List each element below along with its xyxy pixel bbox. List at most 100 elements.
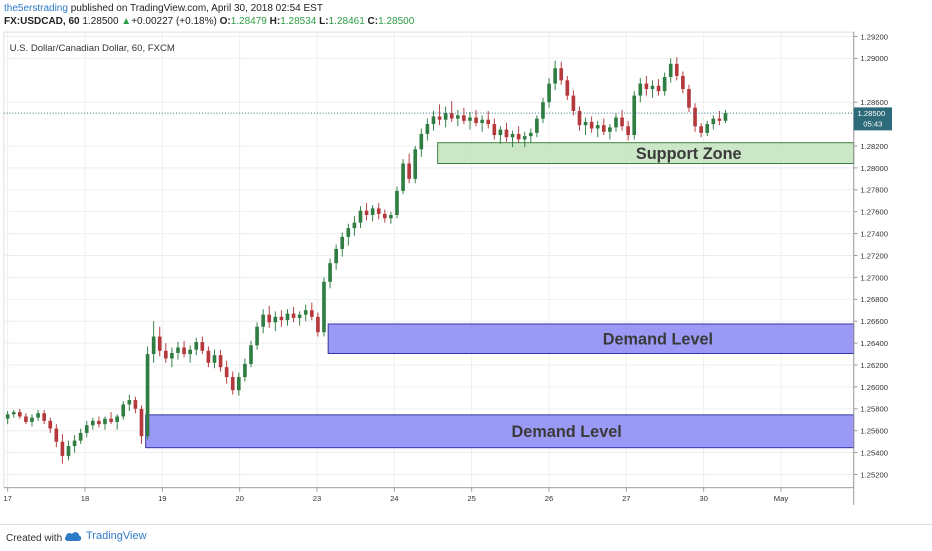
candle-body [595, 125, 600, 129]
price-chart[interactable]: U.S. Dollar/Canadian Dollar, 60, FXCM Su… [0, 30, 892, 507]
candle-body [224, 367, 229, 378]
candle-body [413, 149, 418, 179]
candle-body [84, 425, 89, 433]
candle-body [291, 313, 296, 318]
candle-body [200, 342, 205, 351]
price-tick-label: 1.25600 [860, 427, 888, 436]
candle-body [717, 118, 722, 121]
candle-body [510, 133, 515, 138]
candle-body [693, 107, 697, 127]
candle-body [401, 163, 405, 191]
candle-body [236, 377, 241, 391]
candle-body [370, 208, 375, 215]
up-arrow-icon: ▲ [121, 16, 132, 27]
demand-zone-label: Demand Level [603, 330, 713, 348]
candle-body [42, 413, 46, 421]
candle-body [644, 83, 649, 90]
price-tick-label: 1.27200 [860, 251, 888, 260]
candle-body [340, 236, 345, 249]
candle-body [425, 124, 430, 134]
price-tick-label: 1.27400 [860, 229, 888, 238]
candle-body [547, 83, 551, 103]
candle-body [60, 441, 65, 456]
price-tick-label: 1.28600 [860, 98, 888, 107]
candle-body [504, 129, 509, 138]
candle-body [346, 228, 351, 237]
candle-body [571, 95, 576, 111]
high-label: H: [269, 16, 281, 27]
candle-body [218, 355, 223, 368]
price-tick-label: 1.25400 [860, 448, 888, 457]
tradingview-link[interactable]: TradingView [64, 530, 147, 542]
candle-body [182, 347, 186, 355]
price-tick-label: 1.29200 [860, 32, 888, 41]
candle-body [103, 418, 107, 425]
candle-body [626, 126, 630, 136]
candle-body [145, 354, 150, 437]
price-tick-label: 1.26800 [860, 295, 888, 304]
candle-body [255, 326, 259, 346]
candle-body [553, 68, 557, 84]
time-tick-label: 25 [467, 494, 476, 503]
candle-body [97, 420, 101, 425]
candle-body [559, 68, 564, 81]
candle-body [711, 118, 716, 125]
candle-body [243, 363, 247, 378]
candle-body [449, 113, 454, 119]
candle-body [577, 110, 582, 126]
price-tick-label: 1.26400 [860, 339, 888, 348]
candle-body [681, 75, 685, 90]
chart-title: U.S. Dollar/Canadian Dollar, 60, FXCM [10, 43, 175, 54]
price-tick-label: 1.29000 [860, 54, 888, 63]
candle-body [541, 102, 545, 119]
candle-body [5, 414, 10, 419]
high-value: 1.28534 [280, 16, 317, 27]
candle-body [583, 121, 588, 126]
low-label: L: [319, 16, 329, 27]
candles-layer [5, 57, 728, 464]
candle-body [24, 416, 28, 422]
candle-body [480, 119, 484, 123]
price-tick-label: 1.28200 [860, 142, 888, 151]
tradingview-brand[interactable]: TradingView [86, 530, 147, 542]
open-label: O: [219, 16, 231, 27]
zones-layer: Support Zone Demand Level Demand Level [145, 142, 855, 449]
time-tick-label: 24 [390, 494, 399, 503]
candle-body [309, 310, 314, 317]
close-value: 1.28500 [378, 16, 415, 27]
author-link[interactable]: the5erstrading [4, 3, 68, 14]
candle-body [650, 85, 655, 90]
candle-body [638, 83, 643, 96]
candle-body [17, 412, 22, 417]
candle-body [486, 119, 491, 125]
candle-body [565, 80, 570, 96]
candle-body [334, 248, 338, 264]
candle-body [109, 418, 113, 422]
candle-body [358, 210, 363, 223]
candle-body [674, 63, 679, 76]
candle-body [176, 347, 180, 353]
open-value: 1.28479 [230, 16, 267, 27]
tradingview-cloud-icon [64, 532, 82, 541]
last-price-badge: 1.28500 05:43 [853, 107, 892, 131]
demand-zone [327, 323, 855, 354]
candle-body [601, 125, 606, 132]
candle-body [352, 222, 357, 229]
candle-body [328, 263, 332, 282]
price-axis[interactable]: 1.29200 1.29000 1.28600 1.28200 1.28000 1.278… [853, 32, 888, 505]
demand-zone-label: Demand Level [512, 423, 622, 441]
candle-body [127, 400, 132, 405]
price-tick-label: 1.26600 [860, 317, 888, 326]
time-tick-label: 26 [545, 494, 554, 503]
candle-body [620, 117, 624, 127]
candle-body [66, 446, 71, 456]
time-axis[interactable]: 17 18 19 20 23 24 25 26 27 30 May [3, 487, 854, 503]
time-tick-label: 18 [81, 494, 90, 503]
time-tick-label: 19 [158, 494, 167, 503]
candle-body [723, 113, 728, 121]
candle-body [443, 113, 448, 120]
candle-body [462, 115, 466, 121]
price-tick-label: 1.27000 [860, 273, 888, 282]
candle-body [431, 116, 436, 125]
candle-body [614, 117, 618, 128]
